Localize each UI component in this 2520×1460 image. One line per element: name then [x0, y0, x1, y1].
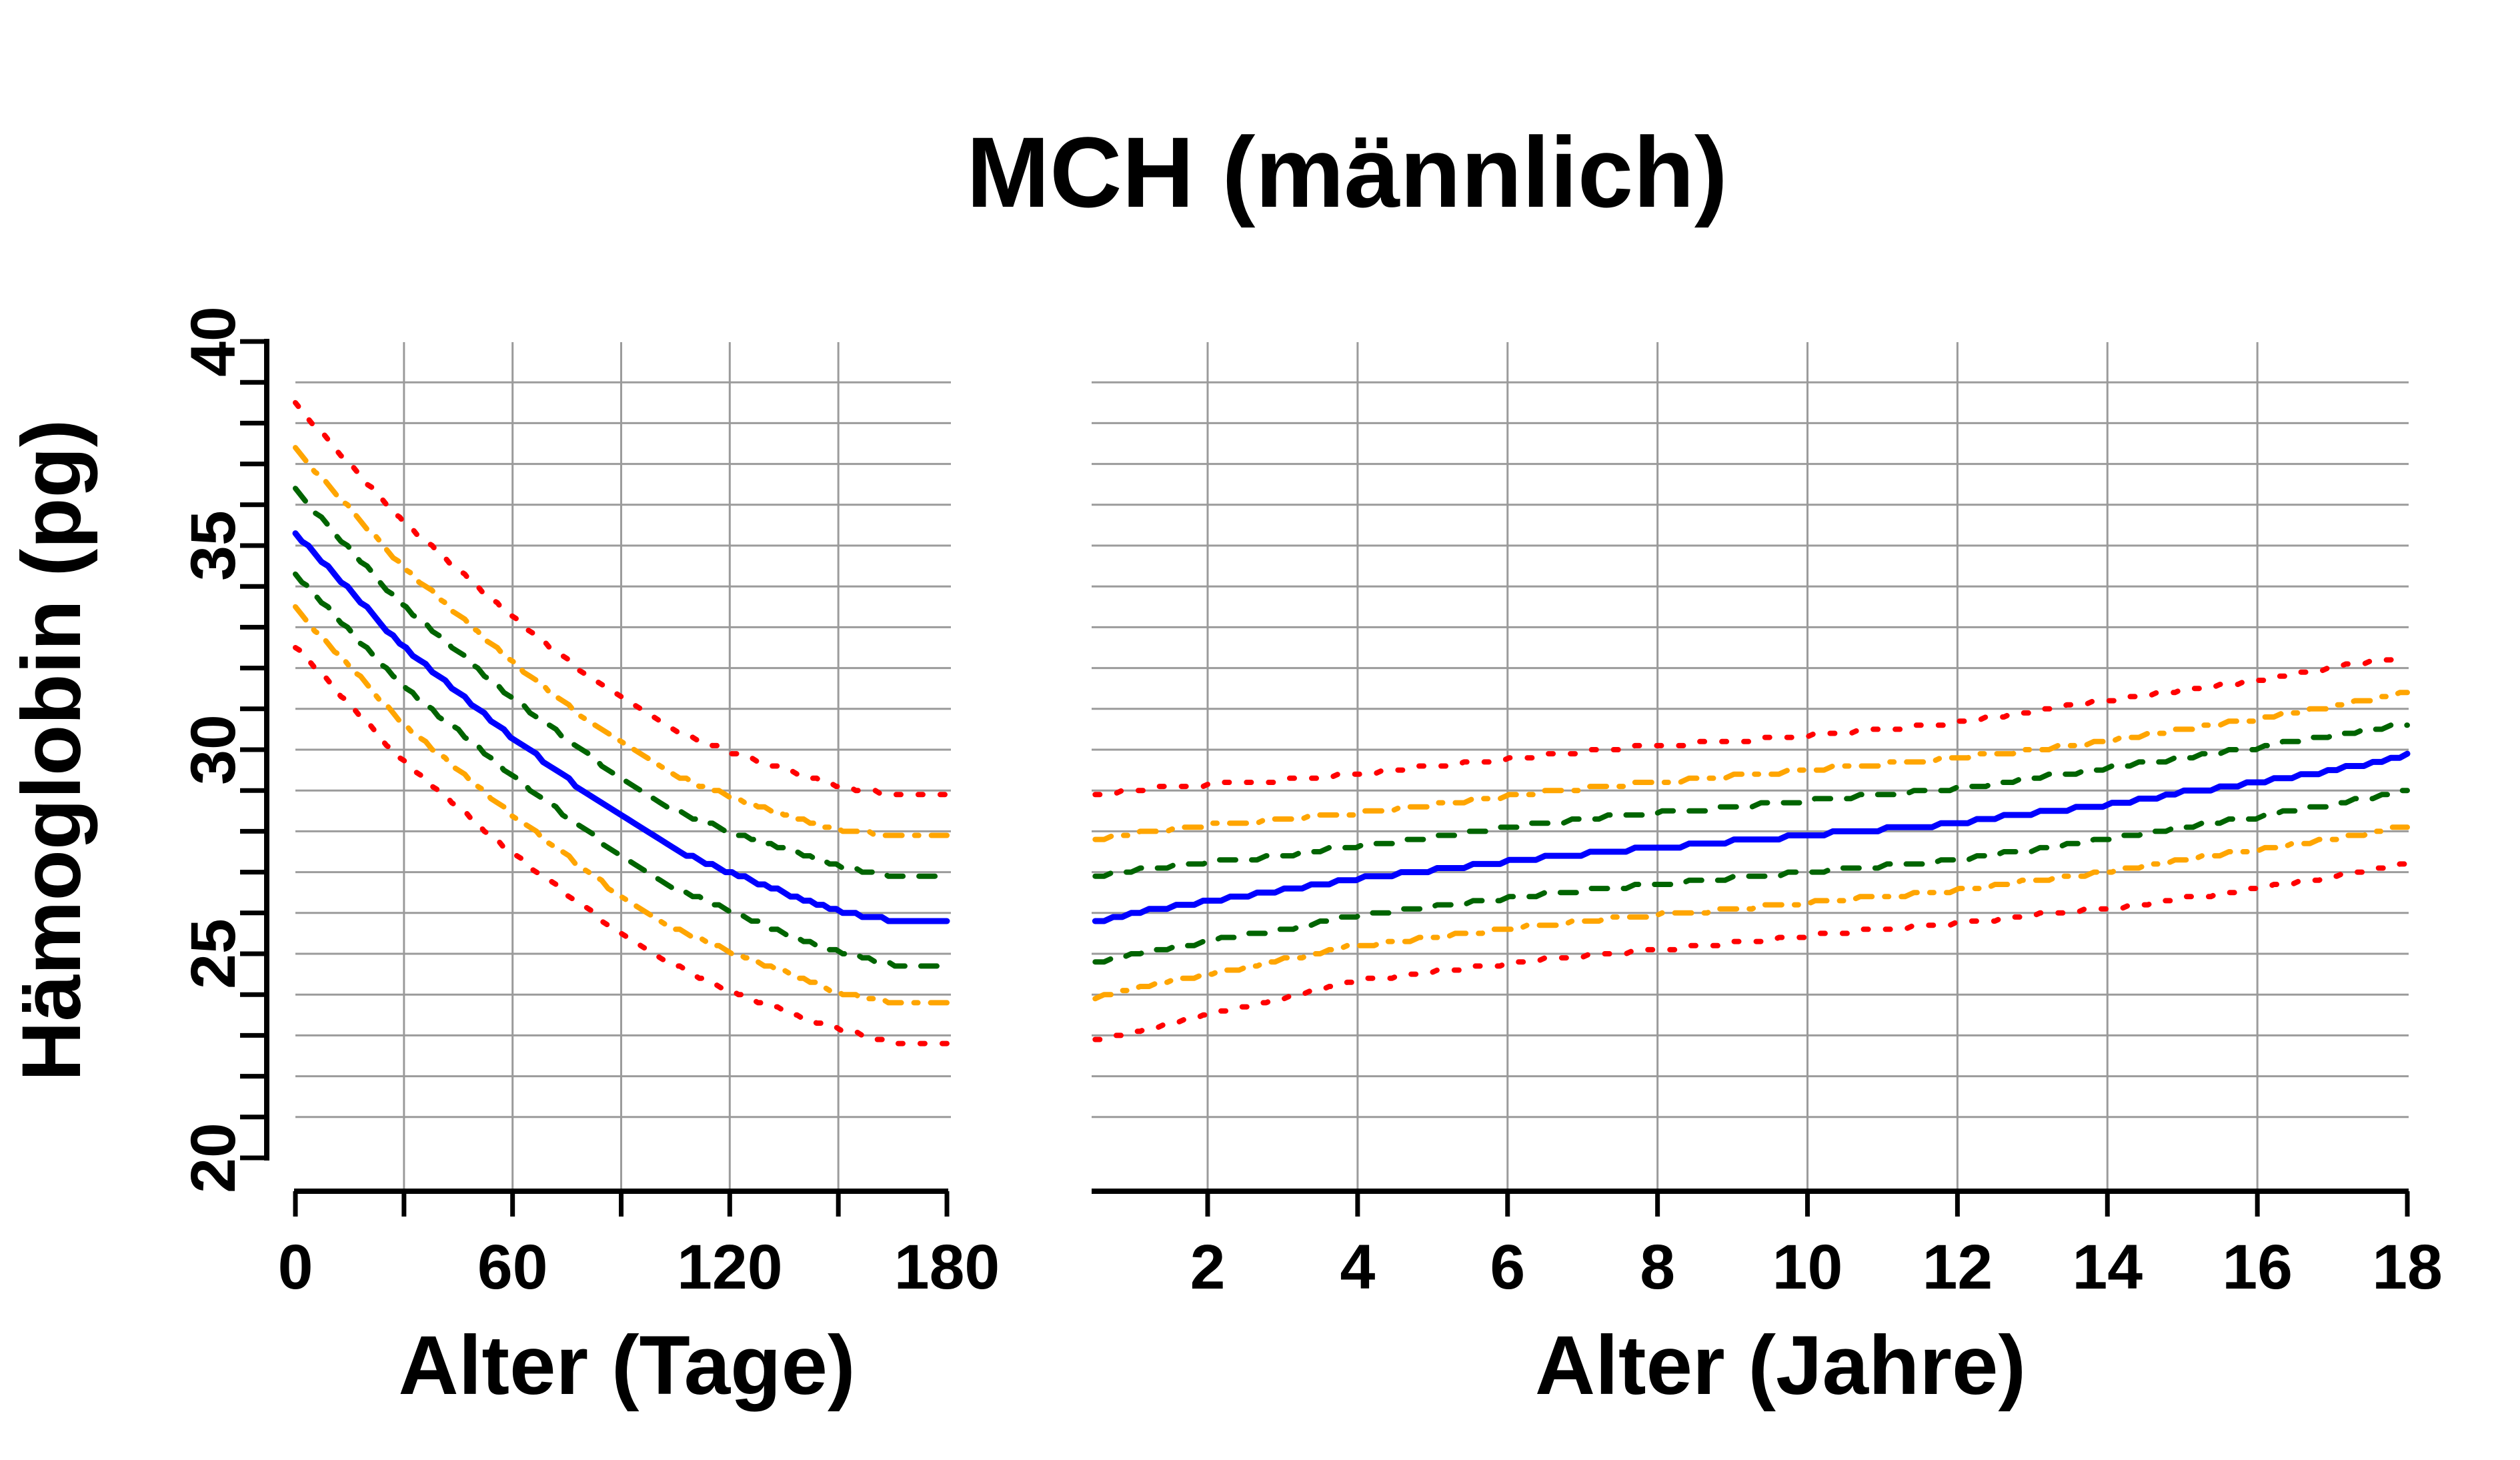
curve-median-solid-blue: [292, 530, 950, 924]
y-tick-label: 20: [178, 1123, 249, 1193]
x-tick-label: 12: [1923, 1232, 1993, 1303]
axes: [240, 339, 2410, 1217]
curve-lower-inner-dashed-green: [1092, 788, 2410, 965]
gridlines: [295, 342, 2409, 1191]
curve-upper-inner-dashed-green: [1092, 722, 2410, 879]
x-tick-label: 10: [1772, 1232, 1843, 1303]
curve-median-solid-blue: [1092, 750, 2411, 924]
curve-upper-mid-dashdot-orange: [293, 445, 950, 838]
y-tick-label: 40: [178, 306, 249, 377]
curve-upper-outer-dotted-red: [293, 400, 950, 798]
chart-title: MCH (männlich): [966, 116, 1728, 228]
y-tick-label: 35: [178, 510, 249, 581]
tick-labels: 0 60 120 180 2 4 6 8 10 12 14 16 18 20 25 30 35 40: [178, 306, 2443, 1303]
curve-upper-mid-dashdot-orange: [1092, 690, 2410, 842]
curve-upper-inner-dashed-green: [293, 486, 950, 879]
curve-lower-outer-dotted-red: [293, 645, 950, 1046]
x-axis-title-left: Alter (Tage): [398, 1319, 855, 1412]
x-tick-label: 6: [1490, 1232, 1525, 1303]
x-tick-label: 8: [1640, 1232, 1675, 1303]
y-tick-label: 25: [178, 918, 249, 989]
right-panel-curves: [1092, 653, 2411, 1042]
curve-lower-mid-dashdot-orange: [1092, 824, 2410, 1002]
x-tick-label: 180: [894, 1232, 1000, 1303]
x-tick-label: 2: [1190, 1232, 1226, 1303]
x-tick-label: 18: [2372, 1232, 2443, 1303]
curve-lower-outer-dotted-red: [1092, 861, 2410, 1042]
x-tick-label: 16: [2222, 1232, 2293, 1303]
x-tick-label: 120: [677, 1232, 783, 1303]
x-tick-label: 14: [2072, 1232, 2143, 1303]
curve-lower-mid-dashdot-orange: [293, 604, 950, 1006]
y-tick-label: 30: [178, 714, 249, 785]
left-panel-curves: [292, 400, 950, 1046]
x-axis-title-right: Alter (Jahre): [1535, 1319, 2026, 1412]
x-tick-label: 60: [477, 1232, 548, 1303]
curve-upper-outer-dotted-red: [1092, 653, 2410, 798]
x-tick-label: 0: [278, 1232, 313, 1303]
curve-lower-inner-dashed-green: [293, 571, 950, 969]
x-tick-label: 4: [1340, 1232, 1375, 1303]
y-axis-title: Hämoglobin (pg): [5, 420, 98, 1082]
